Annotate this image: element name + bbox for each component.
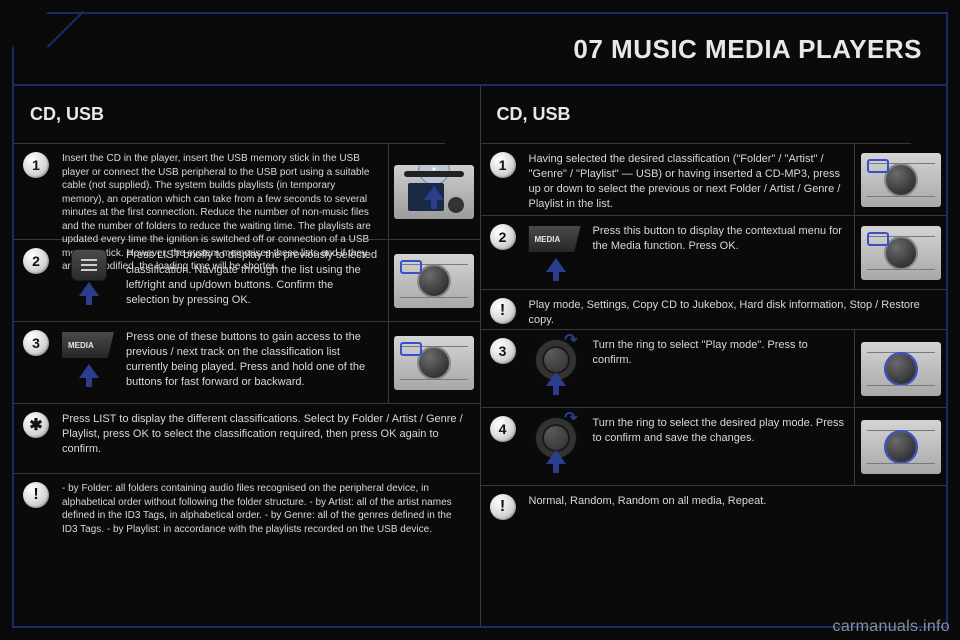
step-badge: 3 xyxy=(23,330,49,356)
step-row: 2 Press LIST briefly to display the prev… xyxy=(14,240,480,322)
control-panel-thumb xyxy=(394,336,474,390)
warn-row: ! Play mode, Settings, Copy CD to Jukebo… xyxy=(481,290,947,330)
step-text: Turn the ring to select "Play mode". Pre… xyxy=(593,338,845,368)
pointer-arrow-icon xyxy=(546,450,566,464)
step-row: 2 MEDIA Press this button to display the… xyxy=(481,216,947,290)
control-panel-thumb xyxy=(394,254,474,308)
step-row: 3 MEDIA Press one of these buttons to ga… xyxy=(14,322,480,404)
columns: CD, USB 1 Insert the CD in the player, i… xyxy=(14,86,946,626)
step-row: 1 Insert the CD in the player, insert th… xyxy=(14,144,480,240)
tip-badge-icon: ✱ xyxy=(23,412,49,438)
step-text: Press this button to display the context… xyxy=(593,224,845,254)
step-badge: 2 xyxy=(490,224,516,250)
pointer-arrow-icon xyxy=(546,258,566,272)
tip-text: Press LIST to display the different clas… xyxy=(62,412,464,457)
headunit-thumb xyxy=(394,165,474,219)
media-button-graphic: MEDIA xyxy=(529,226,583,264)
warn-badge-icon: ! xyxy=(490,494,516,520)
right-column-header: CD, USB xyxy=(481,86,947,144)
step-badge: 4 xyxy=(490,416,516,442)
step-body: Press LIST briefly to display the previo… xyxy=(58,240,388,321)
pointer-arrow-icon xyxy=(79,364,99,378)
step-text: Turn the ring to select the desired play… xyxy=(593,416,845,446)
control-panel-thumb xyxy=(861,153,941,207)
tip-body: Press LIST to display the different clas… xyxy=(58,404,480,473)
warn-text: - by Folder: all folders containing audi… xyxy=(62,482,464,536)
left-column: CD, USB 1 Insert the CD in the player, i… xyxy=(14,86,481,626)
step-row: 4 ↷ Turn the ring to select the desired … xyxy=(481,408,947,486)
dial-graphic: ↷ xyxy=(529,418,583,456)
dial-graphic: ↷ xyxy=(529,340,583,378)
step-badge: 3 xyxy=(490,338,516,364)
badge-cell: 1 xyxy=(14,144,58,239)
step-badge: 2 xyxy=(23,248,49,274)
warn-row: ! - by Folder: all folders containing au… xyxy=(14,474,480,626)
step-row: 3 ↷ Turn the ring to select "Play mode".… xyxy=(481,330,947,408)
right-column-title: CD, USB xyxy=(497,104,571,125)
warn-badge-icon: ! xyxy=(490,298,516,324)
pointer-arrow-icon xyxy=(79,282,99,296)
step-row: 1 Having selected the desired classifica… xyxy=(481,144,947,216)
page: 07 MUSIC MEDIA PLAYERS CD, USB 1 Insert … xyxy=(0,0,960,640)
media-button-graphic: MEDIA xyxy=(62,332,116,370)
step-text: Press one of these buttons to gain acces… xyxy=(126,330,378,389)
corner-fold xyxy=(12,12,48,48)
watermark: carmanuals.info xyxy=(833,618,950,636)
media-button-icon: MEDIA xyxy=(62,332,114,358)
left-column-title: CD, USB xyxy=(30,104,104,125)
thumb-cell xyxy=(388,144,480,239)
list-button-graphic xyxy=(62,250,116,288)
step-body: Insert the CD in the player, insert the … xyxy=(58,144,388,239)
pointer-arrow-icon xyxy=(424,186,444,200)
warn-text: Normal, Random, Random on all media, Rep… xyxy=(529,494,767,509)
tip-row: ✱ Press LIST to display the different cl… xyxy=(14,404,480,474)
right-rows: 1 Having selected the desired classifica… xyxy=(481,144,947,626)
warn-row: ! Normal, Random, Random on all media, R… xyxy=(481,486,947,626)
rotate-arrow-icon: ↷ xyxy=(564,330,577,350)
step-text: Having selected the desired classificati… xyxy=(529,152,845,211)
warn-badge-icon: ! xyxy=(23,482,49,508)
section-title: 07 MUSIC MEDIA PLAYERS xyxy=(573,34,922,65)
warn-text: Play mode, Settings, Copy CD to Jukebox,… xyxy=(529,298,937,328)
media-button-icon: MEDIA xyxy=(529,226,581,252)
step-badge: 1 xyxy=(23,152,49,178)
rotate-arrow-icon: ↷ xyxy=(564,408,577,428)
left-rows: 1 Insert the CD in the player, insert th… xyxy=(14,144,480,626)
pointer-arrow-icon xyxy=(546,372,566,386)
step-body: MEDIA Press one of these buttons to gain… xyxy=(58,322,388,403)
right-column: CD, USB 1 Having selected the desired cl… xyxy=(481,86,947,626)
warn-body: - by Folder: all folders containing audi… xyxy=(58,474,480,626)
content-frame: 07 MUSIC MEDIA PLAYERS CD, USB 1 Insert … xyxy=(12,12,948,628)
control-panel-thumb xyxy=(861,226,941,280)
list-button-icon xyxy=(72,250,106,280)
left-column-header: CD, USB xyxy=(14,86,480,144)
control-panel-thumb xyxy=(861,420,941,474)
step-badge: 1 xyxy=(490,152,516,178)
step-text: Press LIST briefly to display the previo… xyxy=(126,248,378,307)
title-bar: 07 MUSIC MEDIA PLAYERS xyxy=(14,14,946,86)
control-panel-thumb xyxy=(861,342,941,396)
